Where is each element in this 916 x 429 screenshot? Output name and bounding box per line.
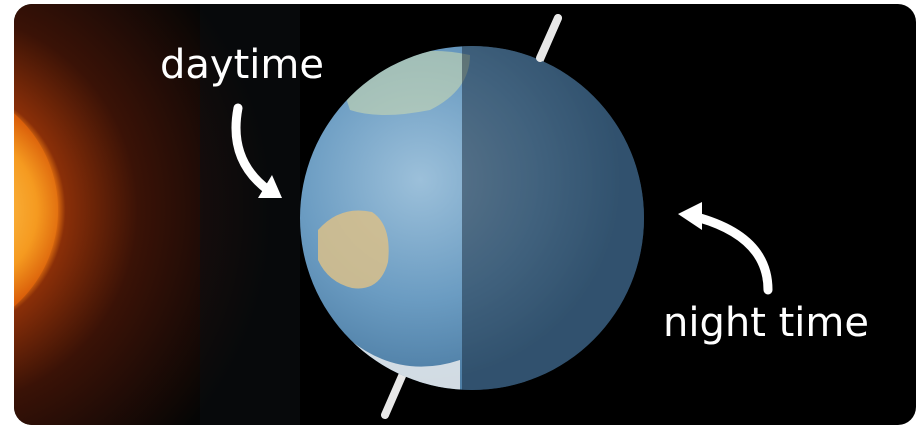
earth [300,46,644,390]
axis-top [536,14,562,62]
haze [200,4,300,425]
day-label: daytime [160,42,324,88]
day-arrowhead [258,175,282,198]
day-arrow [231,103,273,195]
night-arrow [695,213,773,295]
night-label: night time [663,300,869,346]
night-arrowhead [678,202,702,230]
